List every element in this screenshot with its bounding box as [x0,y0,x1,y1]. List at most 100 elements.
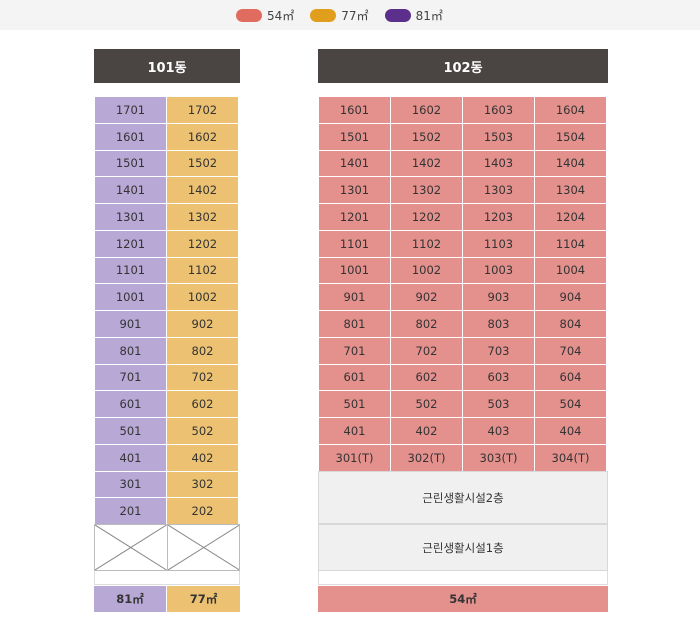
unit-cell: 801 [319,311,391,338]
unit-cell: 1401 [319,150,391,178]
unit-cell: 704 [535,337,607,365]
unit-cell: 501 [319,391,391,418]
unit-cell: 1004 [535,257,607,285]
unit-cell: 1601 [95,123,167,151]
unit-cell: 1301 [319,177,391,204]
building-102-unit-grid: 1601 1602 1603 1604 1501 1502 1503 1504 1401 1402… [318,96,608,472]
facility-floor-1: 근린생활시설1층 [318,524,608,571]
unit-cell: 701 [95,364,167,392]
unit-cell: 302(T) [391,444,463,472]
unit-cell: 903 [463,284,535,311]
unit-cell: 402 [167,444,239,472]
unit-cell: 1702 [167,97,239,124]
unit-cell: 1202 [167,230,239,258]
unit-cell: 901 [95,311,167,338]
unit-cell: 502 [167,418,239,445]
legend-swatch [236,9,262,22]
unit-cell: 1701 [95,97,167,124]
unit-cell: 1301 [95,204,167,231]
unit-cell: 1601 [319,97,391,124]
unit-cell: 602 [167,391,239,418]
unit-cell: 1603 [463,97,535,124]
unit-cell: 902 [391,284,463,311]
legend-swatch [310,9,337,22]
unit-cell: 1201 [319,204,391,231]
unit-cell: 1202 [391,204,463,231]
unit-cell: 702 [167,364,239,392]
unit-cell: 1001 [95,284,167,311]
building-101-header: 101동 [94,49,240,83]
legend-item: 81㎡ [384,7,443,24]
unit-cell: 1403 [463,150,535,178]
unit-cell: 601 [95,391,167,418]
unit-cell: 803 [463,311,535,338]
unit-cell: 601 [319,364,391,392]
unit-cell: 302 [167,471,239,499]
building-101-gap [94,571,240,585]
unit-cell: 1501 [95,150,167,178]
unit-cell: 301 [95,471,167,499]
legend-label: 77㎡ [341,9,369,23]
unit-cell: 1201 [95,230,167,258]
unit-cell: 701 [319,337,391,365]
unit-cell: 1604 [535,97,607,124]
unit-cell: 1102 [391,230,463,258]
unit-cell: 501 [95,418,167,445]
unit-cell: 301(T) [319,444,391,472]
legend-swatch [384,9,411,22]
unit-cell: 202 [167,498,239,525]
empty-cross-cell [167,525,239,570]
unit-cell: 1402 [167,177,239,204]
unit-cell: 1402 [391,150,463,178]
unit-cell: 1103 [463,230,535,258]
unit-cell: 402 [391,418,463,445]
unit-cell: 502 [391,391,463,418]
unit-cell: 1602 [391,97,463,124]
unit-cell: 802 [391,311,463,338]
empty-cross-cell [95,525,168,570]
unit-cell: 201 [95,498,167,525]
legend-item: 77㎡ [310,7,369,24]
building-102-header: 102동 [318,49,608,83]
unit-cell: 504 [535,391,607,418]
unit-cell: 703 [463,337,535,365]
unit-cell: 1002 [167,284,239,311]
legend-bar: 54㎡ 77㎡ 81㎡ [0,0,700,30]
building-101-unit-grid: 1701 1702 1601 1602 1501 1502 1401 1402 1301 1302… [94,96,240,525]
unit-cell: 904 [535,284,607,311]
unit-cell: 1304 [535,177,607,204]
unit-cell: 1302 [167,204,239,231]
unit-cell: 503 [463,391,535,418]
unit-cell: 1504 [535,123,607,151]
unit-cell: 1303 [463,177,535,204]
unit-cell: 804 [535,311,607,338]
footer-81-label: 81㎡ [94,586,166,612]
unit-cell: 802 [167,337,239,365]
unit-cell: 1401 [95,177,167,204]
unit-cell: 901 [319,284,391,311]
unit-cell: 1502 [391,123,463,151]
unit-cell: 1003 [463,257,535,285]
unit-cell: 1002 [391,257,463,285]
unit-cell: 404 [535,418,607,445]
unit-cell: 801 [95,337,167,365]
footer-54-label: 54㎡ [318,586,608,612]
building-102-gap [318,571,608,585]
unit-cell: 1102 [167,257,239,285]
unit-cell: 304(T) [535,444,607,472]
unit-cell: 1602 [167,123,239,151]
legend-label: 54㎡ [267,9,295,23]
legend-label: 81㎡ [415,9,443,23]
unit-cell: 604 [535,364,607,392]
legend-item: 54㎡ [236,7,294,24]
unit-cell: 1302 [391,177,463,204]
unit-cell: 403 [463,418,535,445]
building-101-piloti-empty [94,524,240,571]
unit-cell: 702 [391,337,463,365]
unit-cell: 603 [463,364,535,392]
unit-cell: 1404 [535,150,607,178]
unit-cell: 602 [391,364,463,392]
footer-77-label: 77㎡ [167,586,240,612]
unit-cell: 1101 [319,230,391,258]
unit-cell: 1501 [319,123,391,151]
